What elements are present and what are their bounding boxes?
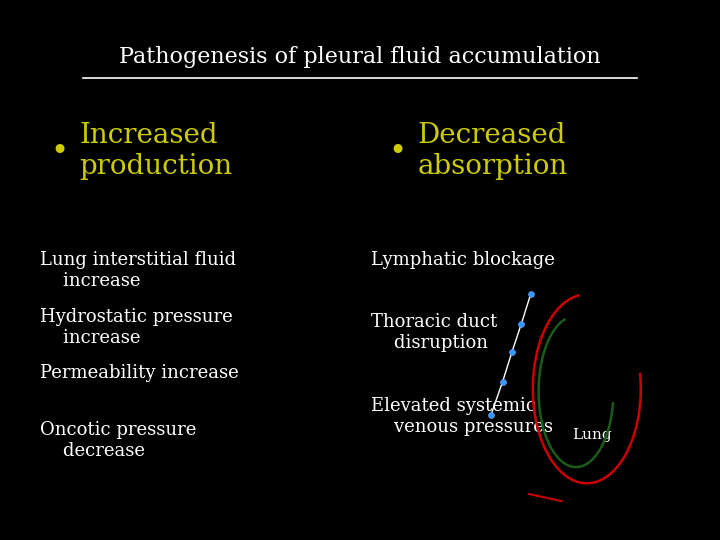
Point	[485, 410, 497, 419]
Text: •: •	[50, 137, 68, 166]
Text: Lung interstitial fluid
    increase: Lung interstitial fluid increase	[40, 251, 235, 290]
Text: Increased
production: Increased production	[79, 122, 233, 180]
Text: Decreased
absorption: Decreased absorption	[418, 122, 568, 180]
Text: Permeability increase: Permeability increase	[40, 364, 238, 382]
Point	[525, 290, 536, 299]
Text: Thoracic duct
    disruption: Thoracic duct disruption	[371, 313, 497, 352]
Text: Elevated systemic
    venous pressures: Elevated systemic venous pressures	[371, 397, 553, 436]
Point	[516, 320, 527, 328]
Point	[497, 377, 508, 386]
Text: Oncotic pressure
    decrease: Oncotic pressure decrease	[40, 421, 196, 460]
Text: Lymphatic blockage: Lymphatic blockage	[371, 251, 554, 269]
Text: Hydrostatic pressure
    increase: Hydrostatic pressure increase	[40, 308, 233, 347]
Text: •: •	[389, 137, 407, 166]
Point	[506, 348, 518, 356]
Text: Pathogenesis of pleural fluid accumulation: Pathogenesis of pleural fluid accumulati…	[120, 46, 600, 68]
Text: Lung: Lung	[572, 428, 612, 442]
